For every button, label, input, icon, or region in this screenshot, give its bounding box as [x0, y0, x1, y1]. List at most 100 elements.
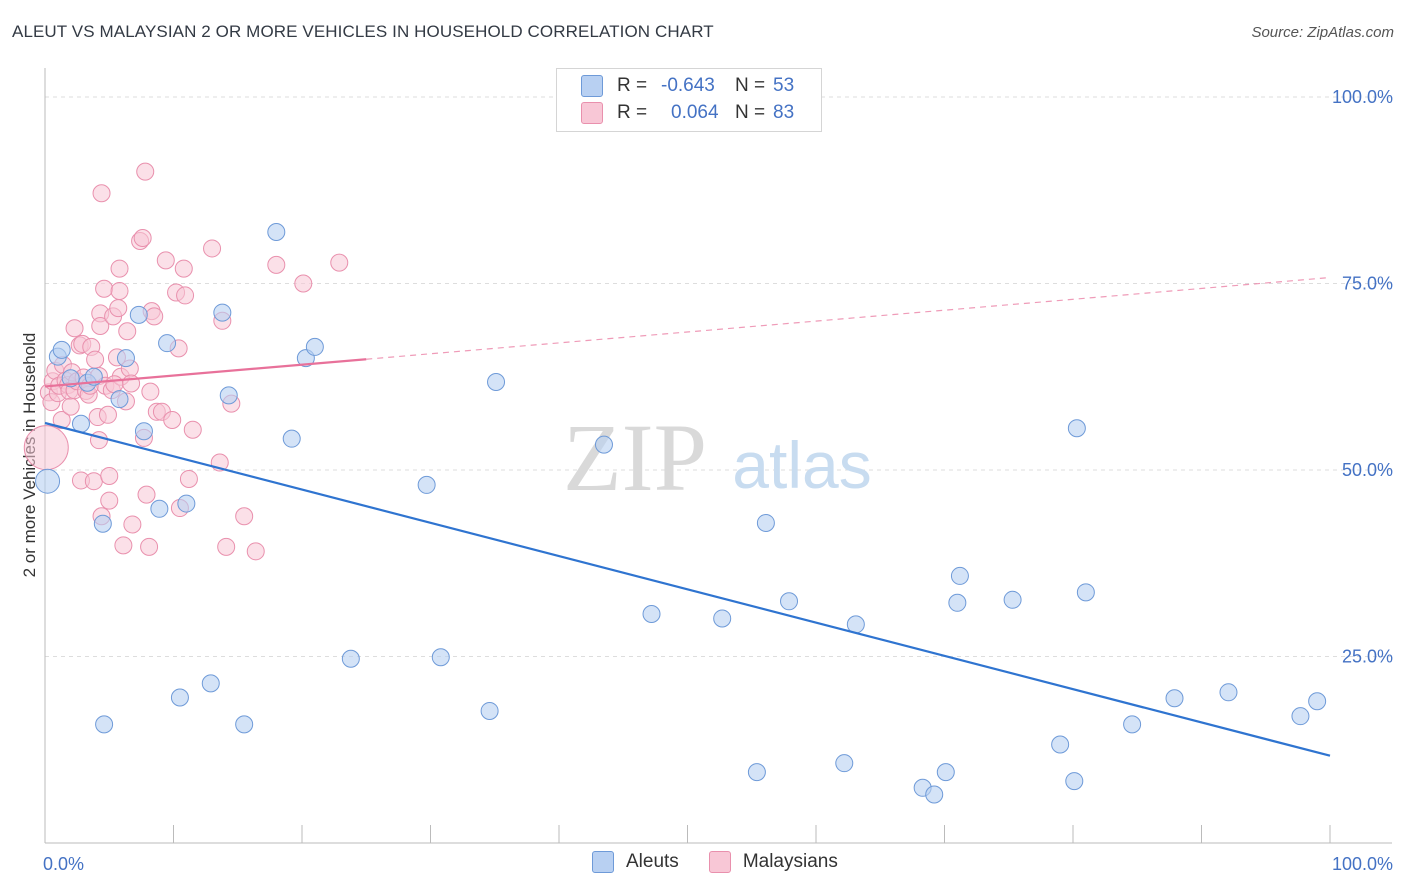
malaysians-point: [217, 537, 236, 556]
malaysians-points: [23, 162, 349, 561]
malaysians-point: [330, 253, 349, 272]
malaysians-point: [137, 485, 156, 504]
malaysians-point: [86, 350, 105, 369]
aleuts-point: [93, 514, 112, 533]
malaysians-point: [163, 411, 182, 430]
malaysians-point: [203, 239, 222, 258]
x-tick-label: 0.0%: [43, 854, 84, 874]
watermark: ZIP atlas: [563, 404, 872, 511]
malaysians-point: [100, 491, 119, 510]
malaysians-point: [122, 374, 141, 393]
malaysians-trend-extension: [366, 276, 1331, 360]
malaysians-point: [174, 259, 193, 278]
aleuts-point: [1165, 689, 1184, 708]
x-tick-label: 100.0%: [1332, 854, 1393, 874]
aleuts-point: [52, 340, 71, 359]
aleuts-point: [267, 223, 286, 242]
aleuts-point: [1067, 419, 1086, 438]
malaysians-point: [176, 286, 195, 305]
aleuts-point: [110, 390, 129, 409]
malaysians-point: [123, 515, 142, 534]
aleuts-point: [642, 604, 661, 623]
aleuts-point: [201, 674, 220, 693]
aleuts-point: [219, 386, 238, 405]
malaysians-point: [92, 184, 111, 203]
malaysians-point: [95, 279, 114, 298]
aleuts-point: [129, 305, 148, 324]
aleuts-point: [756, 513, 775, 532]
n-label: N =: [735, 75, 766, 96]
malaysians-point: [109, 299, 128, 318]
malaysians-point: [114, 536, 133, 555]
aleuts-point: [177, 494, 196, 513]
aleuts-trend-line: [44, 421, 1331, 757]
aleuts-point: [134, 422, 153, 441]
legend-item-malaysians[interactable]: Malaysians: [708, 851, 838, 873]
r-value: 0.064: [671, 102, 719, 123]
malaysians-point: [145, 307, 164, 326]
aleuts-point: [1051, 735, 1070, 754]
aleuts-point: [1308, 692, 1327, 711]
aleuts-swatch: [581, 75, 603, 97]
malaysians-point: [110, 259, 129, 278]
aleuts-point: [948, 593, 967, 612]
n-label: N =: [735, 102, 766, 123]
aleuts-point: [780, 592, 799, 611]
malaysians-point: [23, 425, 69, 471]
aleuts-point: [235, 715, 254, 734]
malaysians-point: [141, 382, 160, 401]
aleuts-point: [936, 763, 955, 782]
aleuts-point: [341, 649, 360, 668]
legend-item-aleuts[interactable]: Aleuts: [592, 851, 679, 873]
aleuts-point: [150, 499, 169, 518]
aleuts-point: [835, 754, 854, 773]
aleuts-point: [1076, 583, 1095, 602]
aleuts-point: [950, 566, 969, 585]
r-label: R =: [617, 102, 648, 123]
malaysians-point: [183, 420, 202, 439]
malaysians-swatch: [581, 102, 603, 124]
gridlines: [45, 96, 1392, 657]
aleuts-point: [158, 334, 177, 353]
r-value: -0.643: [661, 75, 715, 96]
malaysians-point: [156, 251, 175, 270]
r-label: R =: [617, 75, 648, 96]
aleuts-point: [713, 609, 732, 628]
malaysians-point: [105, 375, 124, 394]
malaysians-point: [61, 397, 80, 416]
aleuts-swatch: [592, 851, 614, 873]
aleuts-point: [61, 369, 80, 388]
aleuts-point: [594, 435, 613, 454]
correlation-legend: R = -0.643 N = 53 R = 0.064 N = 83: [556, 68, 822, 132]
n-value: 83: [773, 102, 795, 123]
aleuts-point: [305, 337, 324, 356]
aleuts-point: [95, 715, 114, 734]
malaysians-point: [110, 281, 129, 300]
legend-row-malaysians: R = 0.064 N = 83: [581, 100, 794, 126]
malaysians-point: [100, 466, 119, 485]
legend-label-aleuts: Aleuts: [626, 851, 679, 872]
malaysians-point: [65, 319, 84, 338]
aleuts-point: [116, 349, 135, 368]
aleuts-point: [747, 763, 766, 782]
source-label: Source: ZipAtlas.com: [1251, 24, 1394, 41]
malaysians-point: [267, 255, 286, 274]
aleuts-point: [1219, 683, 1238, 702]
malaysians-point: [91, 317, 110, 336]
malaysians-point: [118, 322, 137, 341]
malaysians-point: [294, 274, 313, 293]
n-value: 53: [773, 75, 795, 96]
aleuts-point: [213, 303, 232, 322]
aleuts-point: [282, 429, 301, 448]
aleuts-point: [170, 688, 189, 707]
malaysians-point: [246, 542, 265, 561]
aleuts-points: [35, 223, 1327, 804]
tick-labels: 25.0% 50.0% 75.0% 100.0% 0.0% 100.0%: [43, 87, 1393, 874]
aleuts-point: [480, 701, 499, 720]
trend-lines: [44, 276, 1331, 757]
malaysians-point: [235, 507, 254, 526]
aleuts-point: [925, 785, 944, 804]
malaysians-point: [89, 431, 108, 450]
watermark-zip: ZIP: [563, 404, 707, 511]
y-tick-label: 50.0%: [1342, 460, 1393, 480]
